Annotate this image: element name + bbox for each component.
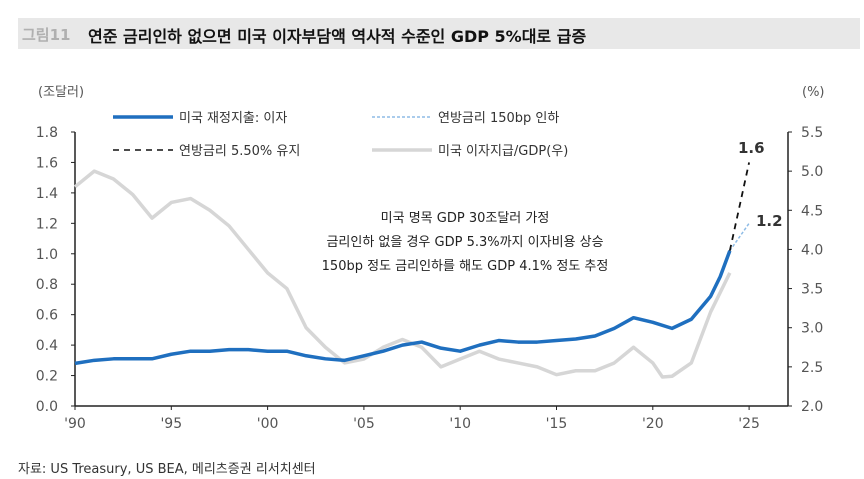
x-tick-label: '05 (353, 416, 375, 432)
series-line-0 (74, 250, 732, 366)
right-tick-label: 2.0 (801, 399, 823, 415)
chart-title: 연준 금리인하 없으면 미국 이자부담액 역사적 수준인 GDP 5%대로 급증 (88, 27, 587, 46)
right-tick-label: 2.5 (801, 360, 823, 376)
series-line-2 (728, 162, 750, 251)
right-tick-label: 5.5 (801, 125, 823, 141)
right-tick-label: 3.5 (801, 282, 823, 298)
left-tick-label: 1.8 (36, 125, 58, 141)
left-tick-label: 0.8 (36, 277, 58, 293)
series-line-1 (729, 222, 750, 252)
source-note: 자료: US Treasury, US BEA, 메리츠증권 리서치센터 (18, 462, 316, 477)
x-tick-label: '25 (738, 416, 760, 432)
annotation-line: 150bp 정도 금리인하를 해도 GDP 4.1% 정도 추정 (322, 259, 609, 274)
legend-label: 연방금리 5.50% 유지 (179, 144, 300, 159)
legend-label: 미국 이자지급/GDP(우) (438, 144, 568, 159)
annotation-line: 금리인하 없을 경우 GDP 5.3%까지 이자비용 상승 (326, 235, 603, 250)
x-tick-label: '10 (449, 416, 471, 432)
legend-label: 미국 재정지출: 이자 (179, 111, 287, 126)
x-tick-label: '20 (642, 416, 664, 432)
right-tick-label: 5.0 (801, 164, 823, 180)
x-tick-label: '15 (546, 416, 568, 432)
left-tick-label: 1.6 (36, 155, 58, 171)
end-label-1-2: 1.2 (756, 212, 783, 230)
right-axis-unit: (%) (802, 85, 825, 100)
left-tick-label: 1.4 (36, 186, 58, 202)
annotation-line: 미국 명목 GDP 30조달러 가정 (381, 211, 550, 226)
legend-label: 연방금리 150bp 인하 (438, 111, 559, 126)
right-tick-label: 4.5 (801, 203, 823, 219)
figure-label: 그림11 (22, 26, 71, 44)
x-tick-label: '90 (64, 416, 86, 432)
right-tick-label: 3.0 (801, 321, 823, 337)
title-bar (18, 18, 860, 49)
left-tick-label: 1.0 (36, 247, 58, 263)
right-tick-label: 4.0 (801, 242, 823, 258)
left-tick-label: 0.0 (36, 399, 58, 415)
left-axis-unit: (조달러) (38, 85, 84, 100)
left-tick-label: 0.6 (36, 308, 58, 324)
left-tick-label: 0.4 (36, 338, 58, 354)
left-tick-label: 1.2 (36, 216, 58, 232)
left-tick-label: 0.2 (36, 369, 58, 385)
x-tick-label: '00 (257, 416, 279, 432)
end-label-1-6: 1.6 (738, 139, 765, 157)
x-tick-label: '95 (160, 416, 182, 432)
